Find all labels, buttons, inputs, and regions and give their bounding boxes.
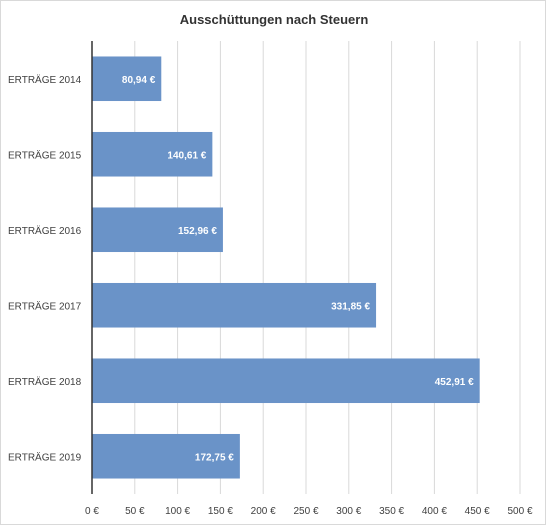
x-tick-label: 200 € <box>251 506 276 517</box>
bar-value-label: 331,85 € <box>331 301 370 312</box>
bars: 80,94 € 140,61 € 152,96 € 331,85 € 452,91 € 1… <box>92 56 480 479</box>
x-tick-label: 250 € <box>293 506 318 517</box>
bar <box>92 56 162 102</box>
bar-value-label: 140,61 € <box>167 150 206 161</box>
chart-title: Ausschüttungen nach Steuern <box>180 12 369 27</box>
x-tick-label: 450 € <box>465 506 490 517</box>
x-tick-label: 0 € <box>85 506 99 517</box>
category-label: ERTRÄGE 2014 <box>8 74 82 86</box>
bar <box>92 282 377 328</box>
category-label: ERTRÄGE 2015 <box>8 149 82 161</box>
bar <box>92 131 213 177</box>
bar <box>92 207 223 253</box>
category-label: ERTRÄGE 2016 <box>8 225 82 237</box>
gridlines <box>134 41 521 494</box>
x-tick-label: 350 € <box>379 506 404 517</box>
x-tick-label: 500 € <box>507 506 532 517</box>
bar <box>92 358 480 404</box>
x-tick-label: 300 € <box>336 506 361 517</box>
category-label: ERTRÄGE 2017 <box>8 300 82 312</box>
bar <box>92 433 240 479</box>
x-tick-label: 50 € <box>125 506 145 517</box>
bar-value-label: 152,96 € <box>178 226 217 237</box>
category-label: ERTRÄGE 2019 <box>8 451 82 463</box>
x-tick-label: 400 € <box>422 506 447 517</box>
bar-value-label: 452,91 € <box>435 377 474 388</box>
category-labels: ERTRÄGE 2014 ERTRÄGE 2015 ERTRÄGE 2016 ERTR… <box>8 74 82 464</box>
x-tick-label: 100 € <box>165 506 190 517</box>
category-label: ERTRÄGE 2018 <box>8 376 82 388</box>
bar-value-label: 80,94 € <box>122 75 156 86</box>
x-tick-labels: 0 € 50 € 100 € 150 € 200 € 250 € 300 € 350 € 400… <box>85 506 533 517</box>
bar-value-label: 172,75 € <box>195 452 234 463</box>
x-tick-label: 150 € <box>208 506 233 517</box>
